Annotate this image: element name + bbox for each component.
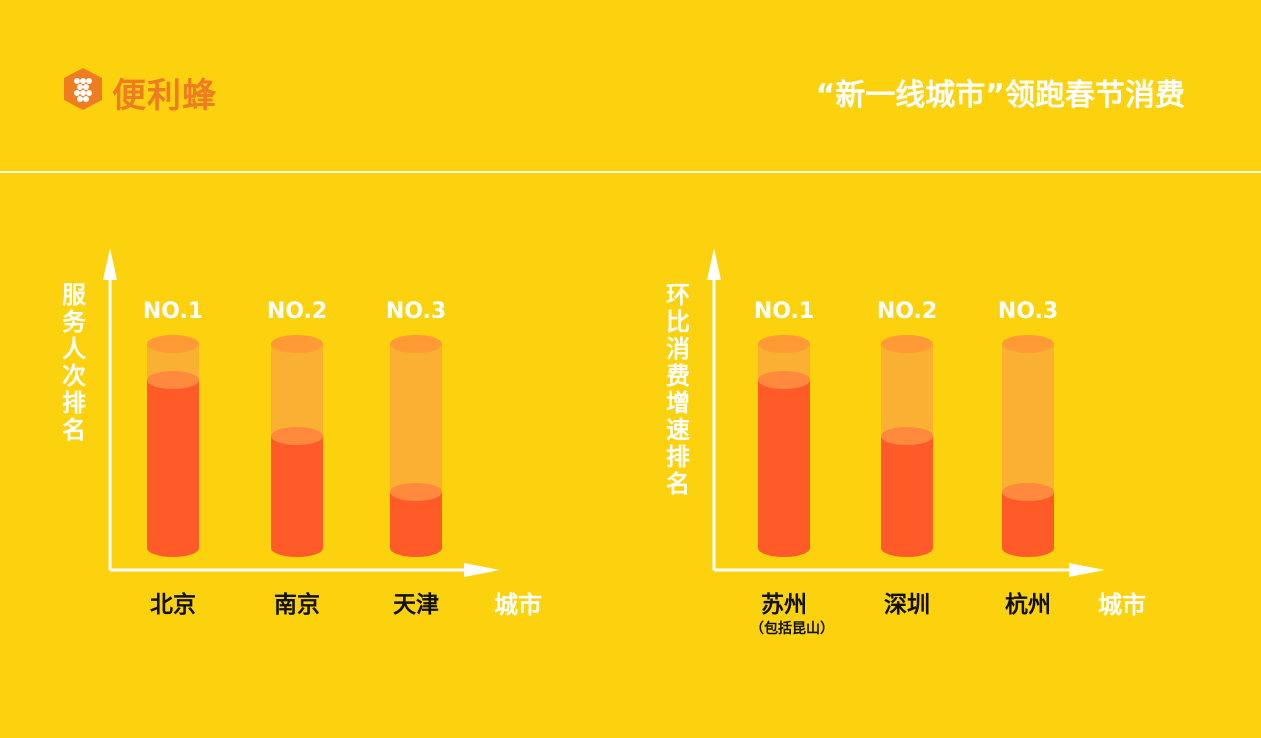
bar-top [271, 427, 323, 445]
rank-label: NO.1 [143, 299, 203, 324]
cylinder-track-cap [758, 335, 810, 353]
bee-logo-icon [64, 68, 102, 110]
bar-top [881, 427, 933, 445]
cylinder-track-cap [390, 335, 442, 353]
cylinder-track-cap [271, 335, 323, 353]
bar-base [271, 539, 323, 557]
y-axis-label: 环比消费增速排名 [666, 281, 690, 498]
bar [881, 436, 933, 548]
x-axis-label: 城市 [494, 591, 542, 619]
logo-text: 便利蜂 [112, 76, 217, 116]
bar-base [881, 539, 933, 557]
rank-label: NO.3 [386, 299, 446, 324]
bar-top [147, 371, 199, 389]
x-axis-arrow-icon [464, 563, 500, 577]
y-axis-label: 服务人次排名 [62, 281, 87, 444]
category-label: 苏州 [761, 592, 807, 618]
cylinder-track-cap [1002, 335, 1054, 353]
bar [390, 492, 442, 548]
bar [1002, 492, 1054, 548]
brand-logo: 便利蜂 [60, 66, 250, 116]
bar [271, 436, 323, 548]
bar-top [1002, 483, 1054, 501]
bar-top [758, 371, 810, 389]
rank-label: NO.3 [998, 299, 1058, 324]
y-axis-arrow-icon [707, 248, 721, 280]
rank-label: NO.2 [877, 299, 937, 324]
bar-base [758, 539, 810, 557]
bar [147, 380, 199, 548]
bar-base [147, 539, 199, 557]
header-divider [0, 171, 1261, 173]
category-label: 南京 [274, 591, 320, 618]
bar-base [1002, 539, 1054, 557]
page-title: “新一线城市”领跑春节消费 [815, 78, 1185, 113]
bar-top [390, 483, 442, 501]
rank-label: NO.1 [754, 299, 814, 324]
category-label: 北京 [150, 591, 196, 618]
category-label: 杭州 [1005, 591, 1051, 618]
category-label: 深圳 [884, 592, 930, 618]
bar-base [390, 539, 442, 557]
x-axis-arrow-icon [1069, 563, 1105, 577]
cylinder-track-cap [881, 335, 933, 353]
category-note: （包括昆山） [750, 620, 834, 637]
rank-label: NO.2 [267, 299, 327, 324]
y-axis-arrow-icon [103, 248, 117, 280]
cylinder-track-cap [147, 335, 199, 353]
x-axis-label: 城市 [1098, 591, 1146, 619]
category-label: 天津 [393, 591, 439, 618]
bar [758, 380, 810, 548]
